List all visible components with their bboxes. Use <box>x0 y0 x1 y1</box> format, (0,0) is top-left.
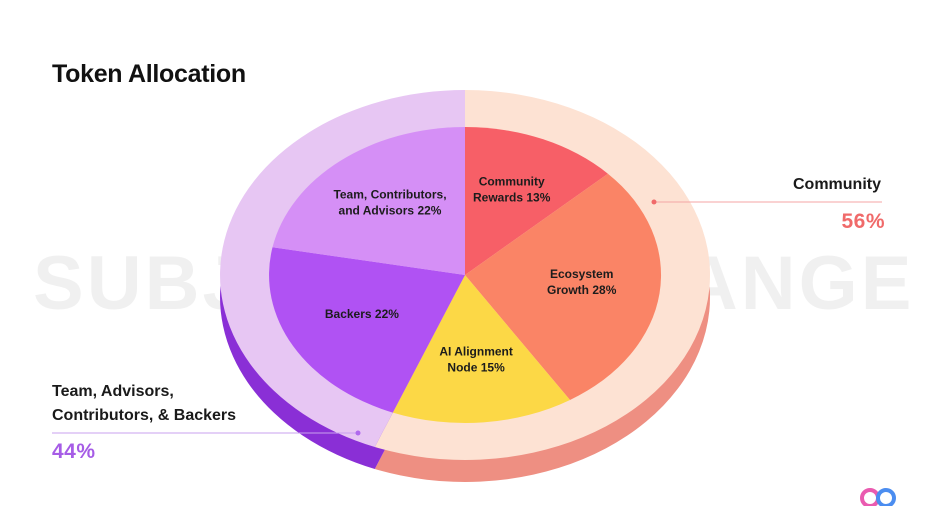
chart-title: Token Allocation <box>52 60 246 88</box>
pie-slice-ecosystem-growth <box>465 173 662 400</box>
slice-label-ai-alignment-node: AI Alignment Node 15% <box>439 344 513 374</box>
team-callout-percent: 44% <box>52 440 96 463</box>
community-callout-percent: 56% <box>841 210 885 233</box>
pie-slice-community-rewards <box>465 127 608 275</box>
team-callout-label: Team, Advisors, Contributors, & Backers <box>52 380 282 428</box>
slice-label-backers: Backers 22% <box>325 307 399 321</box>
pie-slice-backers <box>269 247 465 413</box>
slice-label-community-rewards: Community Rewards 13% <box>473 175 551 205</box>
slice-label-team-contributors-and-advisors: Team, Contributors, and Advisors 22% <box>333 188 446 218</box>
community-callout-label: Community <box>793 176 881 193</box>
pie-slice-ai-alignment-node <box>392 275 570 424</box>
pie-slice-team-contributors-and-advisors <box>272 127 465 275</box>
brand-logo-icon <box>860 488 896 506</box>
team-callout-label-line2: Contributors, & Backers <box>52 407 237 424</box>
slice-label-ecosystem-growth: Ecosystem Growth 28% <box>547 267 617 297</box>
team-callout-label-line1: Team, Advisors, <box>52 383 174 400</box>
community-leader-dot <box>651 199 657 205</box>
team-leader-dot <box>355 430 361 436</box>
